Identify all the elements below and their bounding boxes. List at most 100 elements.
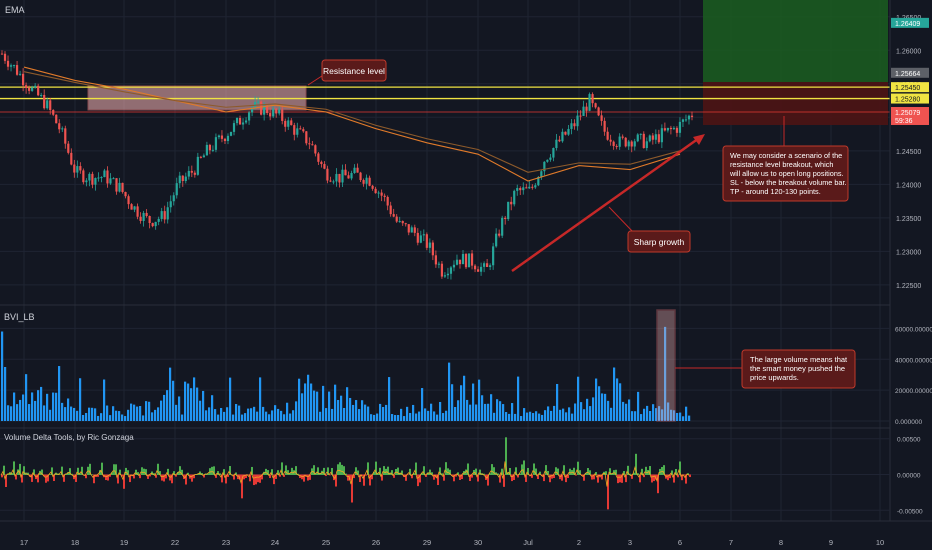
delta-bar [459, 474, 461, 481]
volume-bar [607, 400, 610, 421]
delta-bar [505, 437, 507, 475]
delta-bar [437, 474, 439, 486]
time-tick-label-3: 22 [171, 538, 179, 547]
candle-body [495, 233, 498, 247]
price-marker-label-4: 1.25079 [895, 110, 920, 117]
delta-signal-line [0, 461, 690, 487]
candle-body [199, 156, 202, 158]
price-levels [0, 86, 890, 113]
axes: 1.265001.260001.255001.250001.245001.240… [20, 15, 932, 547]
delta-bar [27, 472, 29, 475]
candle-body [293, 125, 296, 135]
delta-bar [229, 466, 231, 475]
candle-body [284, 120, 287, 127]
candle-body [97, 177, 100, 179]
delta-bar [89, 463, 91, 475]
delta-bar [597, 474, 599, 483]
candle-body [561, 131, 564, 142]
delta-bar [665, 474, 667, 479]
volume-bar [256, 411, 259, 421]
delta-bar [519, 473, 521, 475]
candle-body [205, 144, 208, 156]
volume-bar [121, 414, 124, 421]
delta-bar [81, 466, 83, 475]
volume-bar [652, 404, 655, 421]
volume-bar [598, 386, 601, 421]
scenario-line-5: TP - around 120-130 points. [730, 187, 821, 196]
volume-bar [223, 411, 226, 421]
volume-callout: The large volume means that the smart mo… [741, 349, 856, 389]
volume-bar [637, 391, 640, 421]
volume-bar [178, 396, 181, 421]
volume-bar [658, 406, 661, 421]
volume-bar [328, 391, 331, 421]
delta-bar [31, 474, 33, 482]
candle-body [606, 131, 609, 140]
candle-body [362, 180, 365, 184]
candle-body [443, 275, 447, 277]
delta-bar [625, 474, 627, 483]
volume-bar [673, 410, 676, 421]
delta-bar [123, 474, 125, 489]
candle-body [501, 217, 504, 236]
delta-bar [105, 474, 107, 481]
delta-bar [265, 468, 267, 475]
delta-bar [313, 465, 315, 475]
delta-bar [635, 453, 637, 475]
volume-bar [391, 414, 394, 421]
volume-bar [115, 410, 118, 421]
volume-bar [661, 409, 664, 421]
candle-body [103, 170, 106, 178]
delta-bar [493, 467, 495, 475]
delta-bar [351, 474, 353, 503]
candle-body [317, 153, 320, 162]
candle-body [461, 253, 465, 265]
volume-bar [67, 398, 70, 421]
delta-bar [155, 474, 157, 478]
candle-body [579, 115, 582, 117]
delta-bar [45, 474, 47, 483]
volume-bar [349, 397, 352, 421]
delta-bar [587, 468, 589, 475]
candle-body [281, 109, 284, 121]
candle-body [208, 144, 212, 151]
delta-bar [421, 472, 423, 475]
candle-body [564, 131, 567, 135]
candle-body [226, 135, 230, 142]
candle-body [344, 169, 347, 176]
delta-bar [129, 474, 131, 483]
volume-callout-box [741, 349, 856, 389]
delta-bar [593, 474, 595, 480]
delta-bar [213, 466, 215, 475]
candle-body [380, 192, 383, 196]
delta-bar [513, 474, 515, 480]
delta-bar [215, 474, 217, 478]
delta-bar [285, 465, 287, 475]
volume-bar [313, 390, 316, 421]
candle-body [576, 115, 579, 127]
volume-bar [166, 390, 169, 421]
delta-bar [109, 474, 111, 477]
volume-bar [553, 405, 556, 421]
volume-bar [271, 410, 274, 421]
time-tick-label-8: 29 [423, 538, 431, 547]
candle-body [546, 159, 549, 162]
volume-bar [646, 405, 649, 421]
delta-bar [341, 464, 343, 475]
volume-bar [130, 403, 133, 421]
volume-bar [385, 404, 388, 421]
volume-bar [670, 409, 673, 421]
candle-body [392, 214, 395, 217]
candle-body [184, 176, 187, 182]
delta-bar [3, 465, 5, 475]
delta-bar [373, 471, 375, 475]
volume-bar [70, 406, 73, 421]
time-tick-label-2: 19 [120, 538, 128, 547]
volume-bar [676, 412, 679, 421]
candle-body [238, 117, 242, 125]
candle-body [449, 267, 453, 274]
volume-bars [0, 326, 890, 422]
delta-bar [455, 474, 457, 477]
candle-body [431, 242, 434, 256]
